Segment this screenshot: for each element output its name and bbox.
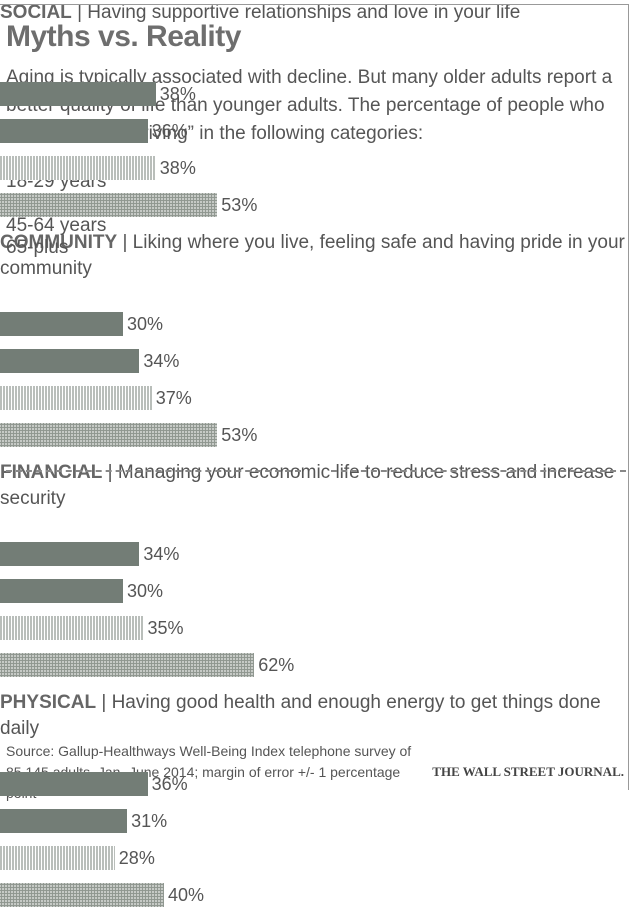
bar [0,423,218,447]
panel: SOCIAL | Having supportive relationships… [0,0,632,230]
value-label: 36% [151,121,188,141]
panel: COMMUNITY | Liking where you live, feeli… [0,230,632,460]
bar [0,616,144,640]
bar-row: 53% [0,423,632,460]
panel-description: | Having supportive relationships and lo… [77,2,521,23]
value-label: 38% [159,158,196,178]
bar [0,312,123,336]
legend-label: 45-64 years [6,215,107,236]
credit: THE WALL STREET JOURNAL. [432,764,624,779]
value-label: 34% [143,351,180,371]
value-label: 53% [221,195,258,215]
divider [331,470,626,472]
title: Myths vs. Reality [6,20,241,53]
bar [0,846,115,870]
bar [0,579,123,603]
panel-header: COMMUNITY | Liking where you live, feeli… [0,230,632,312]
bar-row: 37% [0,386,632,423]
bar [0,193,218,217]
panel-header: SOCIAL | Having supportive relationships… [0,0,632,82]
value-label: 28% [118,848,155,868]
panel-header: PHYSICAL | Having good health and enough… [0,690,632,772]
bar [0,883,164,907]
bar-row: 62% [0,653,632,690]
legend-item: 45-64 years [6,215,626,237]
value-label: 30% [127,314,164,334]
bar-row: 36% [0,772,632,809]
value-label: 53% [221,425,258,445]
bar-row: 36% [0,119,632,156]
legend-item: 65-plus [6,237,626,259]
bar-row: 40% [0,883,632,920]
value-label: 38% [159,84,196,104]
panel-title: PHYSICAL [0,692,97,713]
bar-row: 38% [0,82,632,119]
bar-row: 53% [0,193,632,230]
bar [0,809,128,833]
bar [0,119,148,143]
value-label: 40% [168,885,205,905]
bar [0,82,156,106]
divider [6,470,301,472]
value-label: 36% [151,774,188,794]
bar [0,542,140,566]
panel-description: | Managing your economic life to reduce … [0,462,615,509]
bar-row: 35% [0,616,632,653]
panel-title: SOCIAL [0,2,72,23]
bar-row: 30% [0,579,632,616]
panel-header: FINANCIAL | Managing your economic life … [0,460,632,542]
bar [0,386,152,410]
panel-description: | Liking where you live, feeling safe an… [0,232,625,279]
value-label: 35% [147,618,184,638]
legend-label: 65-plus [6,237,69,258]
panel-title: FINANCIAL [0,462,103,483]
value-label: 34% [143,544,180,564]
bar-row: 31% [0,809,632,846]
bar [0,349,140,373]
panel-description: | Having good health and enough energy t… [0,692,601,739]
bar [0,156,156,180]
panel: FINANCIAL | Managing your economic life … [0,460,632,690]
frame [0,4,629,790]
bar [0,772,148,796]
bar-row: 34% [0,542,632,579]
bar-row: 38% [0,156,632,193]
value-label: 62% [258,655,295,675]
panel-title: COMMUNITY [0,232,118,253]
bar-row: 34% [0,349,632,386]
bar [0,653,255,677]
value-label: 31% [131,811,168,831]
value-label: 30% [127,581,164,601]
bar-row: 28% [0,846,632,883]
value-label: 37% [155,388,192,408]
bar-row: 30% [0,312,632,349]
